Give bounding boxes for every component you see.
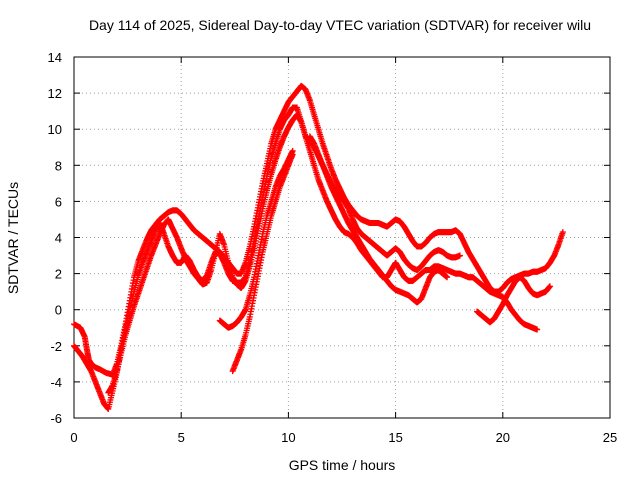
y-tick-label: 10 — [48, 122, 62, 137]
data-point — [289, 151, 296, 158]
series-track-2 — [71, 104, 463, 412]
series-track-1 — [71, 82, 566, 378]
data-point — [559, 229, 566, 236]
y-tick-label: 4 — [55, 231, 62, 246]
y-tick-label: -4 — [50, 375, 62, 390]
y-tick-label: 6 — [55, 194, 62, 209]
x-tick-label: 20 — [496, 430, 510, 445]
y-tick-label: 0 — [55, 303, 62, 318]
x-tick-label: 10 — [281, 430, 295, 445]
y-tick-label: 14 — [48, 50, 62, 65]
x-tick-label: 0 — [70, 430, 77, 445]
y-tick-label: 8 — [55, 158, 62, 173]
x-tick-label: 25 — [603, 430, 617, 445]
series-track-3 — [105, 111, 541, 396]
data-point — [534, 326, 541, 333]
y-tick-label: -6 — [50, 411, 62, 426]
y-tick-label: -2 — [50, 339, 62, 354]
data-markers — [71, 82, 566, 412]
y-axis-label: SDTVAR / TECUs — [5, 182, 21, 294]
series-track-5 — [229, 151, 296, 375]
data-point — [444, 274, 451, 281]
y-tick-labels: -6 -4 -2 0 2 4 6 8 10 12 14 — [48, 50, 62, 426]
x-tick-labels: 0 5 10 15 20 25 — [70, 430, 617, 445]
x-tick-label: 5 — [178, 430, 185, 445]
data-point — [546, 283, 553, 290]
x-tick-label: 15 — [388, 430, 402, 445]
y-tick-label: 2 — [55, 267, 62, 282]
series-track-7 — [474, 274, 553, 326]
x-axis-label: GPS time / hours — [289, 457, 396, 473]
data-point — [456, 252, 463, 259]
chart-title: Day 114 of 2025, Sidereal Day-to-day VTE… — [89, 17, 591, 33]
series-track-6 — [306, 133, 451, 306]
y-tick-label: 12 — [48, 86, 62, 101]
